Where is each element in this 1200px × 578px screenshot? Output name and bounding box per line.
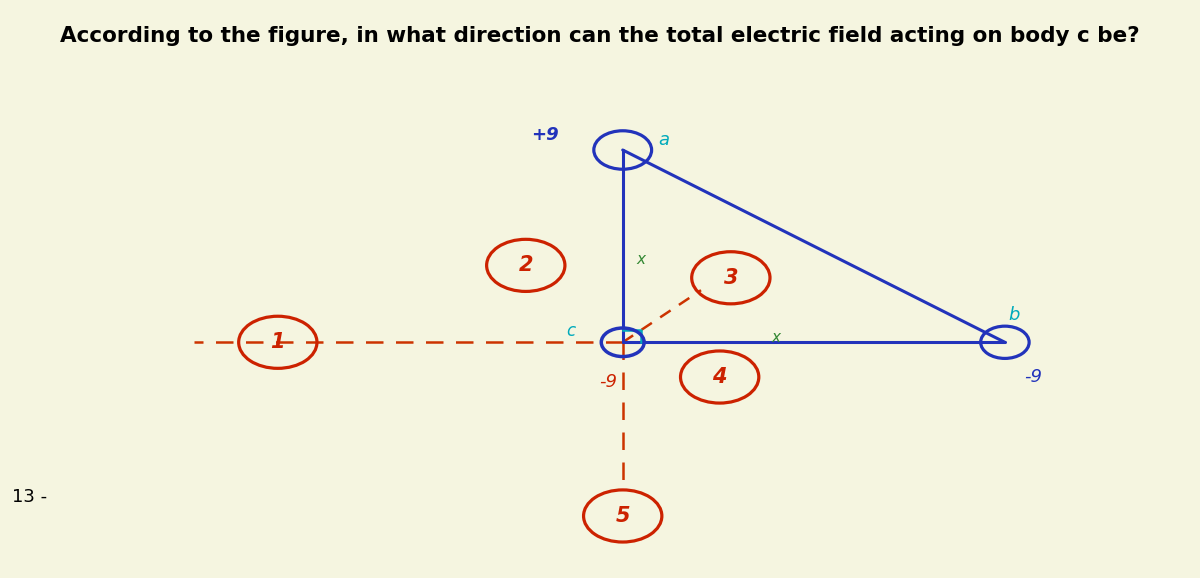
Text: 2: 2: [518, 255, 533, 275]
Text: -9: -9: [599, 373, 617, 391]
Text: 3: 3: [724, 268, 738, 288]
Text: 13 -: 13 -: [12, 488, 47, 506]
Text: 4: 4: [713, 367, 727, 387]
Text: c: c: [566, 322, 575, 340]
Text: 5: 5: [616, 506, 630, 526]
Text: x: x: [772, 330, 780, 345]
Text: x: x: [637, 251, 646, 266]
Text: According to the figure, in what direction can the total electric field acting o: According to the figure, in what directi…: [60, 26, 1140, 46]
Text: b: b: [1008, 306, 1020, 324]
Text: -9: -9: [1024, 368, 1042, 386]
Text: 1: 1: [270, 332, 286, 352]
Text: +9: +9: [530, 126, 558, 144]
Text: a: a: [659, 131, 670, 149]
